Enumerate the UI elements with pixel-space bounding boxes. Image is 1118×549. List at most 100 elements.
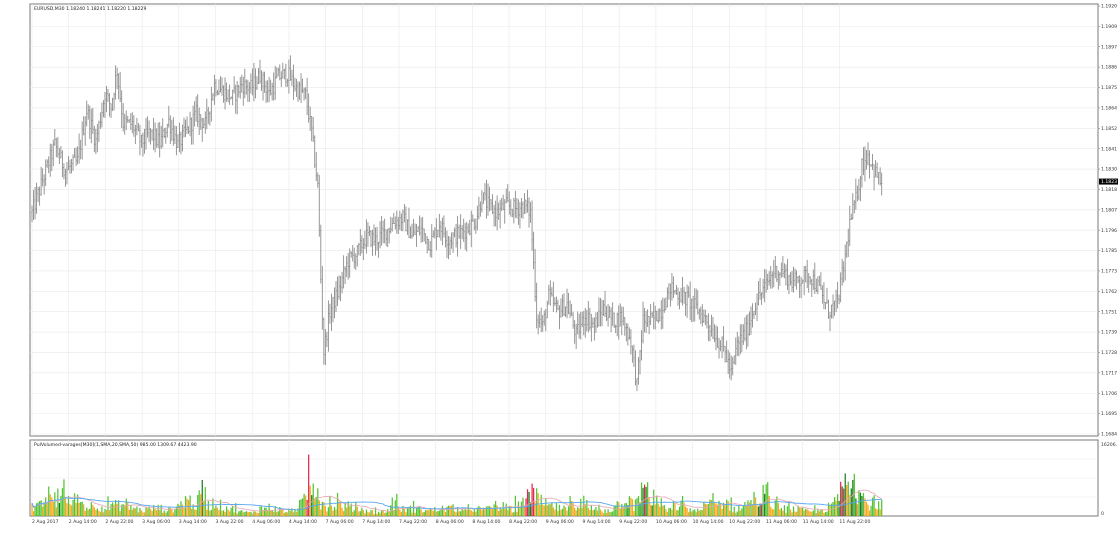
volume-bar <box>95 509 97 516</box>
time-tick-label: 7 Aug 22:00 <box>399 519 427 525</box>
price-tick-label: 1.1875 <box>1101 85 1117 91</box>
volume-bar <box>681 495 684 516</box>
volume-bar <box>779 509 781 516</box>
volume-bar <box>435 511 437 516</box>
volume-bar <box>305 495 307 516</box>
volume-bar <box>212 498 214 516</box>
price-tick-label: 1.1785 <box>1101 248 1117 254</box>
volume-bar <box>157 504 159 516</box>
volume-bar <box>678 506 681 516</box>
volume-bar <box>169 507 171 516</box>
price-chart-frame[interactable] <box>29 3 1099 437</box>
volume-bar <box>245 511 247 516</box>
volume-bar <box>224 511 226 516</box>
volume-bar <box>455 512 457 516</box>
price-tick-label: 1.1728 <box>1101 350 1117 356</box>
volume-bar <box>609 512 611 516</box>
volume-bar <box>301 498 304 516</box>
volume-bar <box>694 509 696 516</box>
price-scale[interactable]: 1.1920 1.1909 1.1897 1.1886 1.1875 1.1864 1.18… <box>1098 4 1117 438</box>
volume-bar <box>229 511 231 516</box>
volume-bar <box>213 508 216 516</box>
volume-bar <box>273 511 275 516</box>
volume-bar <box>878 501 880 516</box>
volume-bar <box>850 488 852 516</box>
volume-bar <box>692 510 694 516</box>
time-scale[interactable]: 2 Aug 2017 2 Aug 14:00 2 Aug 22:00 3 Aug 06… <box>32 519 870 525</box>
price-tick-label: 1.1830 <box>1101 167 1117 173</box>
volume-bar <box>764 493 766 516</box>
volume-bar <box>602 513 605 516</box>
time-tick-label: 10 Aug 14:00 <box>693 519 724 525</box>
volume-bar <box>660 498 662 516</box>
volume-bar <box>663 505 665 516</box>
volume-bar <box>691 511 693 516</box>
volume-bar <box>428 510 430 516</box>
volume-bar <box>339 502 342 516</box>
volume-bar <box>324 506 327 516</box>
volume-bar <box>806 509 808 516</box>
volume-bar <box>358 511 360 516</box>
volume-bar <box>347 501 349 516</box>
time-tick-label: 4 Aug 06:00 <box>252 519 280 525</box>
time-tick-label: 11 Aug 06:00 <box>766 519 797 525</box>
volume-bar <box>601 511 603 516</box>
volume-bar <box>124 505 126 516</box>
volume-bar <box>701 510 703 516</box>
volume-bar <box>838 500 840 516</box>
volume-bar <box>192 504 194 516</box>
volume-bar <box>422 512 424 516</box>
volume-bar <box>121 504 123 516</box>
volume-bar <box>458 511 460 516</box>
price-tick-label: 1.1909 <box>1101 24 1117 30</box>
volume-bar <box>653 489 655 516</box>
volume-bar <box>505 503 507 516</box>
volume-bar <box>194 509 196 516</box>
volume-bar <box>232 506 234 516</box>
volume-bar <box>703 502 705 516</box>
volume-bar <box>270 510 272 516</box>
volume-bar <box>669 507 672 516</box>
volume-bar <box>802 507 804 516</box>
volume-bar <box>545 498 547 516</box>
volume-bar <box>587 508 589 516</box>
volume-bar <box>183 507 185 516</box>
volume-bar <box>336 492 339 516</box>
volume-bar <box>364 513 366 516</box>
volume-bar <box>128 509 130 516</box>
volume-bar <box>151 510 153 516</box>
volume-bar <box>643 484 646 516</box>
volume-bar <box>472 511 474 516</box>
volume-bar <box>165 512 167 516</box>
volume-bar <box>218 510 220 516</box>
volume-bar <box>519 507 521 516</box>
volume-bar <box>423 511 425 516</box>
volume-bar <box>774 500 776 516</box>
time-tick-label: 9 Aug 06:00 <box>546 519 574 525</box>
volume-bar <box>475 511 477 516</box>
volume-bar <box>797 505 799 516</box>
volume-bar <box>859 492 862 516</box>
volume-scale-max: 16206. <box>1101 442 1117 448</box>
volume-bar <box>578 508 580 516</box>
volume-bar <box>481 510 483 516</box>
volume-bar <box>55 507 57 516</box>
volume-bar <box>297 508 299 516</box>
volume-bar <box>739 510 741 516</box>
volume-bar <box>476 507 479 516</box>
volume-bar <box>572 503 574 516</box>
volume-bar <box>584 504 586 516</box>
volume-bar <box>262 510 264 516</box>
volume-bar <box>139 507 141 516</box>
volume-bar <box>239 510 241 516</box>
volume-bar <box>718 500 720 516</box>
volume-bar <box>569 496 571 516</box>
volume-bar <box>689 508 691 516</box>
ma-slow-line <box>31 497 882 511</box>
volume-bar <box>662 505 664 516</box>
volume-bar <box>426 510 428 516</box>
volume-panel-header: PulVolumed-varages[M30](1,SMA,20,SMA,50)… <box>34 442 197 448</box>
volume-bar <box>575 510 577 516</box>
